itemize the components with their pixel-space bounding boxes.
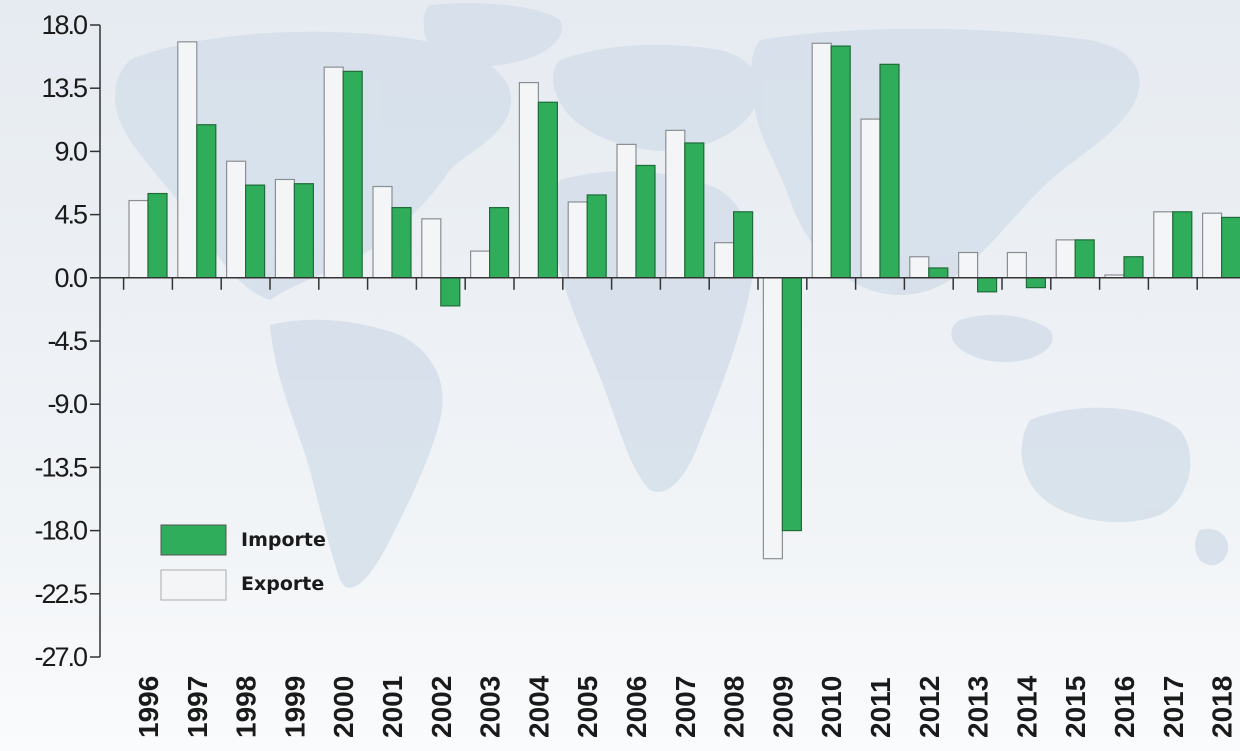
bar-importe-2003 [489,206,510,279]
bar-exporte-2002 [421,218,442,279]
bar-exporte-2011 [860,118,881,279]
y-tick-label: -22.5 [34,579,87,609]
bar-exporte-2017 [1153,211,1174,279]
x-tick-label-2005: 2005 [572,676,603,738]
bar-exporte-2003 [470,250,491,279]
x-tick-label-2016: 2016 [1109,676,1140,738]
x-tick-label-2004: 2004 [523,675,554,738]
x-tick-label-2002: 2002 [426,676,457,738]
bar-importe-2004 [537,101,559,279]
x-tick-label-2007: 2007 [670,676,701,738]
y-tick-label: -9.0 [47,389,87,419]
bar-exporte-2000 [323,66,344,279]
x-tick-label-2018: 2018 [1207,676,1238,738]
x-tick-label-2001: 2001 [377,676,408,738]
bar-exporte-2008 [713,242,735,279]
bar-exporte-1998 [226,160,247,279]
bar-exporte-2005 [567,201,588,279]
x-tick-label-2011: 2011 [865,677,896,738]
legend-swatch-exporte [160,569,227,601]
bar-importe-1996 [147,192,168,279]
bar-importe-2001 [391,206,412,279]
x-tick-label-1997: 1997 [182,676,213,738]
bar-importe-2018 [1220,216,1240,279]
legend-swatch-importe [160,524,227,556]
bar-importe-2007 [684,142,705,279]
bar-importe-2011 [879,63,900,279]
bar-importe-2014 [1025,277,1047,289]
bar-exporte-1999 [274,178,295,279]
y-tick-label: 18.0 [41,10,87,40]
legend-label-importe: Importe [241,529,326,551]
y-tick-label: -4.5 [47,326,87,356]
y-tick-label: 9.0 [54,136,87,166]
bar-exporte-2010 [811,42,832,279]
bar-exporte-2013 [957,251,979,279]
bar-importe-2002 [440,277,461,307]
bar-importe-1998 [245,184,266,279]
x-tick-label-2010: 2010 [816,676,847,738]
x-tick-label-2003: 2003 [475,676,506,738]
x-tick-label-2012: 2012 [914,676,945,738]
bar-importe-2008 [732,211,754,279]
plot-area: 18.0 13.5 9.0 4.5 0.0 -4.5 -9.0 -13.5 -18.0 -22.5… [34,10,1240,738]
bar-importe-1999 [293,183,314,279]
bar-importe-2000 [342,70,363,279]
x-tick-label-2000: 2000 [328,676,359,738]
bar-exporte-2007 [665,129,686,279]
y-tick-label: 4.5 [54,200,87,230]
bar-importe-2006 [635,164,656,279]
y-tick-label: 13.5 [41,73,87,103]
bar-importe-2012 [928,267,949,279]
x-tick-label-2006: 2006 [621,676,652,738]
y-tick-label: -27.0 [34,642,87,672]
y-tick-label: -13.5 [34,452,87,482]
bar-exporte-1996 [128,199,149,279]
bar-exporte-2004 [518,81,540,279]
bar-importe-2017 [1172,211,1193,279]
bar-exporte-2015 [1055,239,1076,279]
bar-importe-2009 [781,277,803,532]
bar-importe-2015 [1074,239,1095,279]
bar-exporte-2014 [1006,251,1028,279]
x-tick-label-2014: 2014 [1011,675,1042,738]
bar-importe-2005 [586,194,607,279]
x-tick-label-1999: 1999 [279,676,310,738]
bar-exporte-2001 [372,185,393,279]
bar-exporte-2006 [616,143,637,279]
x-tick-label-2017: 2017 [1158,676,1189,738]
x-tick-label-2008: 2008 [719,676,750,738]
bar-exporte-2018 [1201,212,1223,279]
legend: Importe Exporte [160,524,326,601]
bar-exporte-1997 [177,41,198,279]
y-tick-label: 0.0 [54,263,87,293]
bar-importe-1997 [196,124,217,279]
x-tick-label-1996: 1996 [133,676,164,738]
y-tick-label: -18.0 [34,516,87,546]
bar-importe-2013 [976,277,998,293]
bar-importe-2010 [830,45,851,279]
bar-exporte-2012 [909,256,930,279]
x-tick-label-1998: 1998 [231,676,262,738]
bar-importe-2016 [1123,256,1144,279]
x-tick-label-2015: 2015 [1060,676,1091,738]
x-tick-label-2009: 2009 [767,676,798,738]
x-tick-label-2013: 2013 [963,676,994,738]
bar-exporte-2009 [762,277,784,560]
legend-label-exporte: Exporte [241,573,324,595]
